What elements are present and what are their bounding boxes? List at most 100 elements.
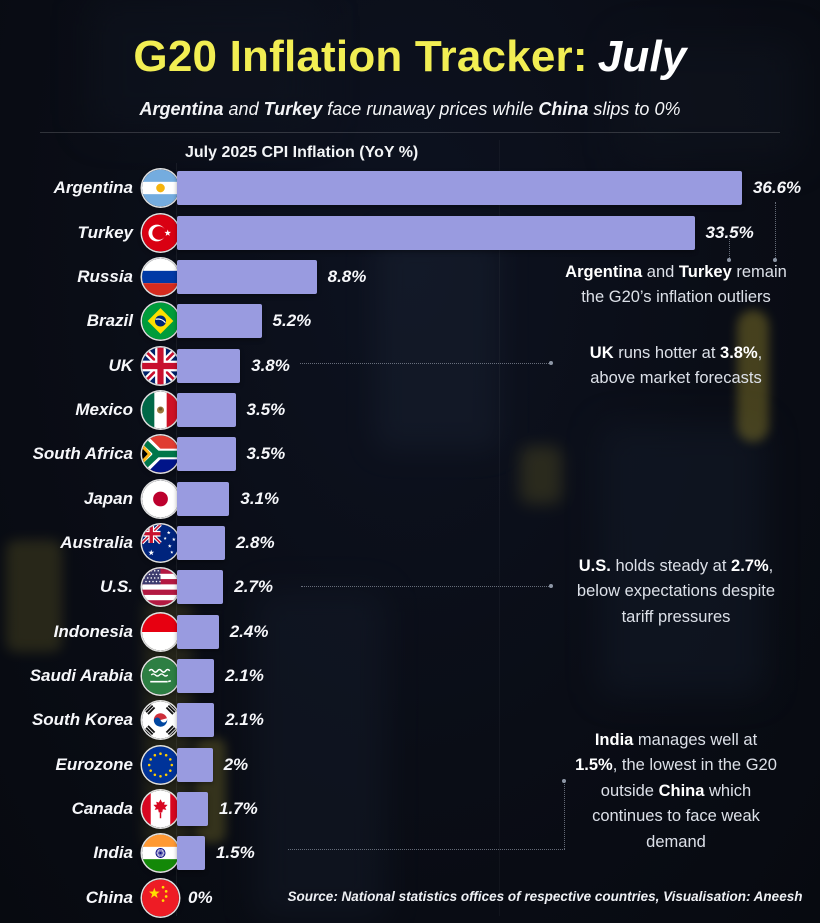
connector-argentina [775, 202, 776, 260]
page-title: G20 Inflation Tracker: July [0, 32, 820, 82]
country-label: Mexico [75, 399, 133, 419]
canada-flag-icon [142, 790, 179, 828]
uk-flag-icon [142, 347, 179, 385]
annotation-india: India manages well at 1.5%, the lowest in… [575, 731, 777, 851]
connector-turkey-dot [727, 258, 731, 262]
japan-flag-icon [142, 480, 179, 518]
country-label: Eurozone [55, 754, 133, 774]
connector-argentina-dot [773, 258, 777, 262]
value-label: 2.1% [225, 665, 264, 685]
argentina-flag-icon [142, 169, 179, 207]
page-title-main: G20 Inflation Tracker: [133, 32, 588, 81]
chart-row-indonesia: Indonesia 2.4% [0, 610, 820, 654]
eurozone-flag-icon [142, 746, 179, 784]
chart-row-australia: Australia 2.8% [0, 521, 820, 565]
inflation-bar-saudi-arabia [177, 658, 215, 693]
inflation-bar-us [177, 570, 224, 605]
country-label: Argentina [53, 178, 133, 198]
chart-row-russia: Russia 8.8% [0, 255, 820, 299]
chart-row-canada: Canada 1.7% [0, 787, 820, 831]
country-label: Saudi Arabia [29, 665, 133, 685]
value-label: 2.1% [225, 710, 264, 730]
country-label: South Korea [31, 710, 133, 730]
chart-row-south-africa: South Africa 3.5% [0, 432, 820, 476]
connector-india-horizontal [288, 849, 565, 850]
chart-row-south-korea: South Korea 2.1% [0, 698, 820, 742]
country-label: Japan [83, 488, 133, 508]
inflation-bar-russia [177, 259, 317, 294]
value-label: 3.5% [246, 399, 286, 419]
indonesia-flag-icon [142, 613, 179, 651]
inflation-bar-japan [177, 481, 230, 516]
value-label: 0% [188, 887, 213, 907]
china-flag-icon [142, 879, 179, 917]
connector-india-vertical [564, 781, 565, 849]
page-title-accent: July [597, 32, 687, 81]
south-africa-flag-icon [142, 435, 179, 473]
connector-uk [300, 363, 551, 364]
annotation-outliers: Argentina and Turkey remain the G20’s inf… [565, 263, 787, 307]
chart-row-japan: Japan 3.1% [0, 477, 820, 521]
chart-row-mexico: Mexico 3.5% [0, 388, 820, 432]
chart-row-uk: UK 3.8% [0, 344, 820, 388]
inflation-bar-eurozone [177, 747, 213, 782]
subtitle: Argentina and Turkey face runaway prices… [139, 99, 681, 119]
chart-title: July 2025 CPI Inflation (YoY %) [185, 144, 419, 161]
value-label: 2.8% [235, 532, 275, 552]
india-flag-icon [142, 834, 179, 872]
value-label: 8.8% [327, 266, 367, 286]
russia-flag-icon [142, 258, 179, 296]
connector-turkey [729, 239, 730, 260]
connector-us-dot [549, 584, 553, 588]
country-label: Australia [60, 532, 133, 552]
inflation-bar-indonesia [177, 614, 219, 649]
inflation-bar-south-korea [177, 703, 215, 738]
value-label: 1.5% [215, 843, 255, 863]
chart-row-saudi-arabia: Saudi Arabia 2.1% [0, 654, 820, 698]
country-label: Turkey [77, 222, 133, 242]
australia-flag-icon [142, 524, 179, 562]
us-flag-icon [142, 568, 179, 606]
turkey-flag-icon [142, 214, 179, 252]
value-label: 33.5% [705, 222, 754, 242]
country-label: UK [108, 355, 133, 375]
brazil-flag-icon [142, 302, 179, 340]
value-label: 36.6% [752, 178, 802, 198]
source-caption: Source: National statistics offices of r… [287, 889, 803, 904]
country-label: Russia [77, 266, 133, 286]
inflation-bar-turkey [177, 215, 695, 250]
chart-row-brazil: Brazil 5.2% [0, 299, 820, 343]
country-label: China [85, 887, 133, 907]
value-label: 3.5% [246, 444, 286, 464]
connector-uk-dot [549, 361, 553, 365]
chart-row-argentina: Argentina 36.6% [0, 166, 820, 210]
header-divider [40, 132, 780, 133]
value-label: 3.8% [251, 355, 290, 375]
value-label: 2.4% [229, 621, 269, 641]
country-label: India [93, 843, 133, 863]
country-label: U.S. [99, 577, 133, 597]
inflation-bar-mexico [177, 392, 236, 427]
chart-row-eurozone: Eurozone 2% [0, 743, 820, 787]
inflation-bar-india [177, 836, 205, 871]
saudi-arabia-flag-icon [142, 657, 179, 695]
connector-india-dot [562, 779, 566, 783]
country-label: Indonesia [53, 621, 133, 641]
south-korea-flag-icon [142, 701, 179, 739]
country-label: Canada [71, 798, 133, 818]
value-label: 2.7% [234, 577, 274, 597]
inflation-bar-south-africa [177, 437, 236, 472]
value-label: 3.1% [240, 488, 280, 508]
chart-row-us: U.S. 2.7% [0, 565, 820, 609]
inflation-bar-argentina [177, 171, 742, 206]
mexico-flag-icon [142, 391, 179, 429]
value-label: 5.2% [272, 311, 312, 331]
inflation-bar-canada [177, 791, 208, 826]
country-label: Brazil [86, 311, 133, 331]
country-label: South Africa [32, 444, 133, 464]
annotation-uk: UK runs hotter at 3.8%, above market fore… [589, 344, 763, 388]
connector-us [301, 586, 551, 587]
chart-row-india: India 1.5% [0, 831, 820, 875]
inflation-bar-uk [177, 348, 241, 383]
